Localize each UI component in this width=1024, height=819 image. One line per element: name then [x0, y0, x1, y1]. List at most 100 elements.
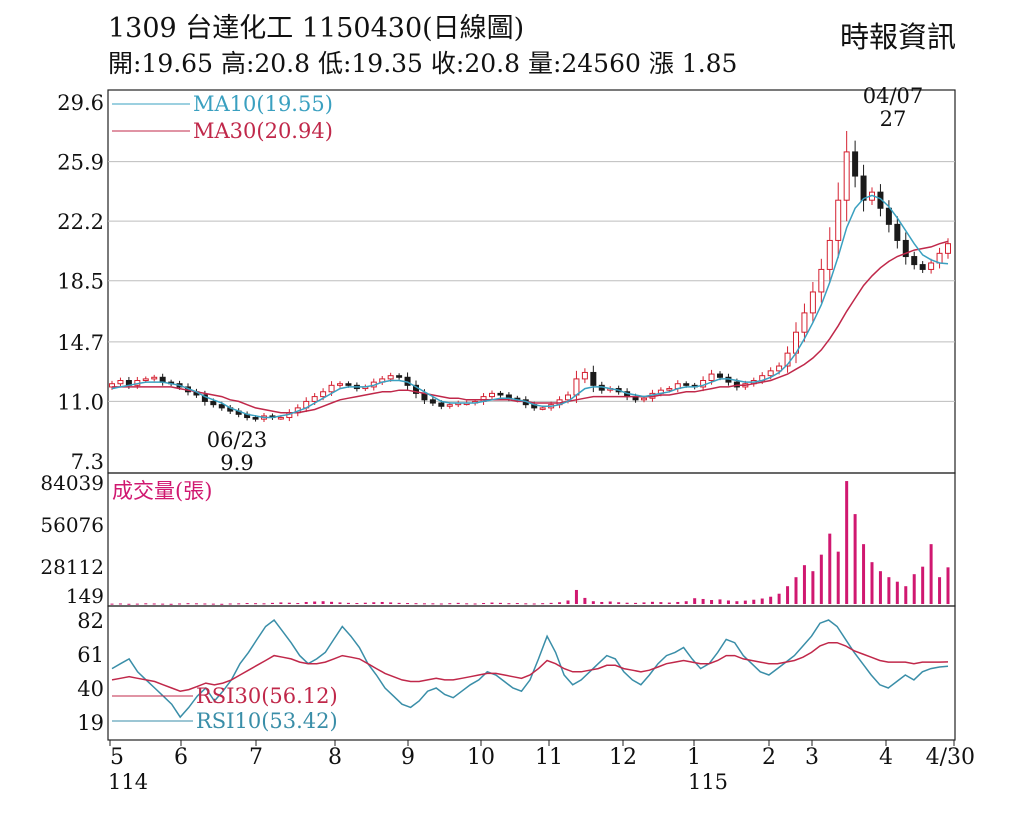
candle-body: [717, 373, 723, 378]
x-month-label: 10: [467, 745, 495, 770]
candle-body: [210, 400, 217, 406]
volume-bar: [549, 602, 553, 604]
price-tick-label: 7.3: [71, 450, 104, 474]
rsi-tick-label: 19: [77, 711, 104, 735]
volume-bar: [254, 603, 258, 605]
volume-bar: [676, 601, 680, 604]
volume-tick-label: 84039: [40, 471, 104, 495]
volume-bar: [591, 601, 595, 604]
volume-bar: [802, 565, 806, 604]
volume-bar: [186, 603, 190, 605]
volume-bar: [507, 603, 511, 605]
candle-body: [852, 151, 859, 177]
candle-body: [387, 375, 394, 380]
volume-bar: [836, 551, 840, 604]
candle-body: [539, 407, 546, 410]
candle-body: [776, 365, 783, 372]
legend-ma10-label: MA10(19.55): [193, 92, 333, 116]
volume-bar: [938, 577, 942, 604]
volume-bar: [456, 602, 460, 604]
volume-bar: [228, 603, 232, 605]
volume-bar: [144, 603, 148, 605]
candle-body: [826, 239, 833, 270]
candle-body: [489, 392, 495, 398]
volume-panel-frame: [107, 472, 956, 607]
volume-bar: [296, 603, 300, 605]
candle-body: [733, 381, 740, 388]
volume-bar: [726, 600, 730, 604]
candle-body: [328, 384, 335, 393]
volume-bar: [490, 602, 494, 604]
candle-body: [151, 376, 158, 380]
volume-bar: [346, 602, 350, 604]
high-annotation-date: 04/07: [863, 84, 924, 108]
volume-bar: [777, 593, 781, 604]
candle-body: [320, 391, 327, 398]
volume-bar: [245, 603, 249, 605]
volume-bar: [380, 601, 384, 604]
volume-bar: [566, 600, 570, 604]
candle-body: [894, 223, 901, 241]
price-tick-label: 14.7: [57, 331, 104, 355]
x-month-label: 1: [687, 745, 701, 770]
x-year-label: 115: [688, 770, 728, 794]
candle-body: [945, 243, 951, 254]
candle-body: [767, 370, 774, 377]
ma10-line: [111, 194, 949, 419]
volume-bar: [135, 603, 139, 605]
candle-body: [919, 264, 926, 270]
volume-bar: [397, 602, 401, 604]
volume-bar: [406, 603, 410, 605]
volume-bar: [710, 600, 714, 604]
volume-bar: [634, 602, 638, 604]
volume-bar: [574, 589, 578, 604]
candle-body: [396, 375, 403, 378]
volume-bar: [304, 601, 308, 604]
candle-body: [117, 380, 124, 385]
volume-bar: [498, 602, 502, 604]
volume-bar: [321, 601, 325, 604]
volume-bar: [642, 602, 646, 604]
volume-bar: [448, 603, 452, 605]
volume-bar: [769, 596, 773, 604]
candle-body: [885, 207, 892, 225]
volume-bar: [684, 601, 688, 604]
chart-title: 1309 台達化工 1150430(日線圖): [108, 13, 525, 44]
volume-bar: [912, 574, 916, 604]
candle-body: [429, 399, 436, 404]
volume-bar: [921, 566, 925, 604]
candle-body: [565, 394, 571, 401]
legend-rsi30-label: RSI30(56.12): [196, 684, 338, 708]
volume-bar: [667, 602, 671, 604]
source-label: 時報資訊: [839, 20, 956, 54]
volume-bar: [650, 601, 654, 604]
volume-bar: [465, 603, 469, 605]
volume-bar: [355, 603, 359, 605]
candle-body: [911, 256, 918, 266]
volume-bar: [482, 603, 486, 605]
volume-bar: [313, 601, 317, 604]
volume-bar: [473, 603, 477, 605]
legend-rsi10-label: RSI10(53.42): [196, 709, 338, 733]
volume-bar: [786, 586, 790, 604]
volume-bar: [735, 601, 739, 604]
x-month-label: 12: [609, 745, 637, 770]
candle-body: [641, 397, 647, 401]
candle-body: [337, 383, 343, 386]
candle-body: [345, 383, 352, 386]
rsi10-line: [111, 618, 949, 719]
x-month-label: 3: [805, 745, 819, 770]
volume-bar: [853, 514, 857, 604]
volume-bar: [862, 544, 866, 604]
rsi-tick-label: 40: [77, 677, 104, 701]
x-month-label: 4: [879, 745, 893, 770]
volume-bar: [701, 598, 705, 604]
candle-body: [860, 175, 867, 201]
volume-bar: [600, 601, 604, 604]
volume-bar: [887, 577, 891, 604]
volume-bar: [583, 597, 587, 604]
candle-body: [843, 151, 850, 201]
candle-body: [708, 373, 715, 382]
volume-bar: [828, 533, 832, 604]
volume-bar: [169, 603, 173, 605]
